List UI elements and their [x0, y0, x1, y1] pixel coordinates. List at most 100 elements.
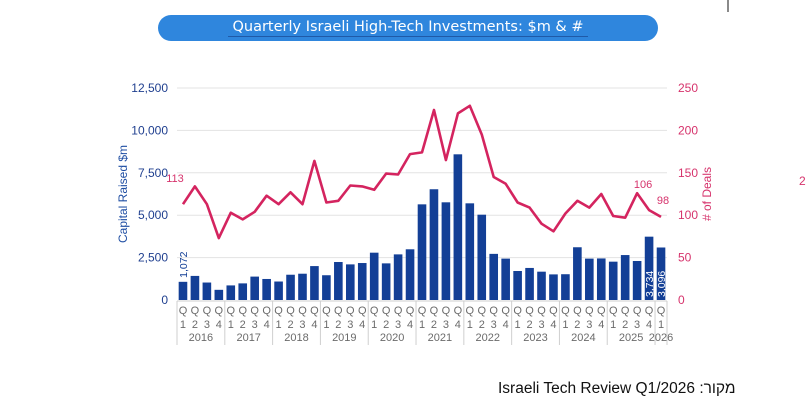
y-tick-label-left: 0: [161, 293, 168, 307]
bar: [298, 273, 307, 300]
bar: [190, 275, 200, 300]
bar: [262, 278, 271, 300]
quarter-label-q: Q: [621, 305, 630, 317]
quarter-label-num: 1: [467, 319, 473, 331]
quarter-label-num: 1: [610, 319, 616, 331]
quarter-label-q: Q: [298, 305, 307, 317]
bar: [405, 249, 415, 300]
quarter-label-q: Q: [466, 305, 475, 317]
bar: [644, 236, 654, 300]
bar: [656, 247, 666, 300]
quarter-label-num: 4: [455, 319, 461, 331]
quarter-label-num: 3: [395, 319, 401, 331]
bar: [381, 263, 391, 300]
quarter-label-q: Q: [537, 305, 546, 317]
quarter-label-q: Q: [477, 305, 486, 317]
quarter-label-num: 1: [658, 319, 664, 331]
quarter-label-num: 2: [479, 319, 485, 331]
y-axis-title-left: Capital Raised $m: [116, 145, 130, 243]
quarter-label-q: Q: [406, 305, 415, 317]
bar: [573, 247, 582, 300]
quarter-label-q: Q: [238, 305, 247, 317]
y-tick-label-right: 0: [678, 293, 685, 307]
bar: [202, 282, 212, 300]
quarter-label-q: Q: [454, 305, 463, 317]
quarter-label-q: Q: [274, 305, 283, 317]
quarter-label-q: Q: [215, 305, 224, 317]
bar-data-label: 1,072: [178, 251, 190, 277]
quarter-label-q: Q: [597, 305, 606, 317]
year-label: 2017: [236, 332, 260, 344]
quarter-label-num: 1: [180, 319, 186, 331]
quarter-label-num: 3: [538, 319, 544, 331]
y-tick-label-right: 200: [678, 123, 698, 137]
quarter-label-num: 4: [598, 319, 604, 331]
quarter-label-num: 2: [574, 319, 580, 331]
year-label: 2024: [571, 332, 595, 344]
bar: [345, 264, 355, 300]
bar-data-label: 3,096: [656, 271, 668, 297]
quarter-label-num: 1: [371, 319, 377, 331]
quarter-label-q: Q: [525, 305, 534, 317]
bar-data-label: 3,734: [644, 271, 656, 297]
bar: [226, 285, 236, 300]
bar-series: [178, 154, 666, 300]
quarter-label-q: Q: [657, 305, 666, 317]
bar: [286, 274, 295, 300]
quarter-label-q: Q: [382, 305, 391, 317]
quarter-label-q: Q: [334, 305, 343, 317]
quarter-label-num: 3: [443, 319, 449, 331]
quarter-label-q: Q: [489, 305, 498, 317]
quarter-label-num: 1: [323, 319, 329, 331]
quarter-label-q: Q: [442, 305, 451, 317]
year-label: 2018: [284, 332, 308, 344]
year-label: 2023: [523, 332, 547, 344]
quarter-label-num: 2: [192, 319, 198, 331]
bar: [250, 276, 259, 300]
bar: [393, 254, 403, 300]
quarter-label-q: Q: [430, 305, 439, 317]
quarter-label-q: Q: [358, 305, 367, 317]
bar: [178, 281, 188, 300]
quarter-label-q: Q: [418, 305, 427, 317]
bar: [632, 260, 642, 300]
quarter-label-num: 1: [276, 319, 282, 331]
bar: [608, 261, 618, 300]
bar: [513, 270, 522, 300]
bar: [441, 202, 451, 300]
bar: [477, 214, 487, 300]
y-tick-label-right: 50: [678, 251, 692, 265]
y-tick-label-left: 10,000: [131, 123, 168, 137]
quarter-label-q: Q: [585, 305, 594, 317]
quarter-label-num: 3: [347, 319, 353, 331]
y-tick-label-left: 7,500: [138, 166, 168, 180]
bar: [585, 258, 594, 300]
quarter-label-q: Q: [370, 305, 379, 317]
year-label: 2025: [619, 332, 643, 344]
quarter-label-num: 4: [216, 319, 222, 331]
line-data-label: 98: [657, 195, 669, 207]
bar: [596, 258, 606, 300]
quarter-label-q: Q: [286, 305, 295, 317]
year-label: 2026: [649, 332, 673, 344]
cursor-mark: [727, 0, 729, 12]
bar: [525, 267, 534, 300]
quarter-label-q: Q: [561, 305, 570, 317]
quarter-label-num: 4: [311, 319, 317, 331]
quarter-label-q: Q: [645, 305, 654, 317]
bar: [620, 255, 630, 300]
bar: [214, 289, 224, 300]
quarter-label-num: 4: [264, 319, 270, 331]
year-label: 2016: [189, 332, 213, 344]
y-tick-label-right: 250: [678, 81, 698, 95]
quarter-label-num: 2: [335, 319, 341, 331]
quarter-label-q: Q: [226, 305, 235, 317]
quarter-label-num: 2: [526, 319, 532, 331]
year-label: 2021: [428, 332, 452, 344]
bar: [417, 204, 427, 300]
quarter-label-q: Q: [573, 305, 582, 317]
y-tick-label-left: 12,500: [131, 81, 168, 95]
bar: [369, 252, 379, 300]
clipped-label: 2: [799, 174, 806, 188]
quarter-label-num: 1: [515, 319, 521, 331]
